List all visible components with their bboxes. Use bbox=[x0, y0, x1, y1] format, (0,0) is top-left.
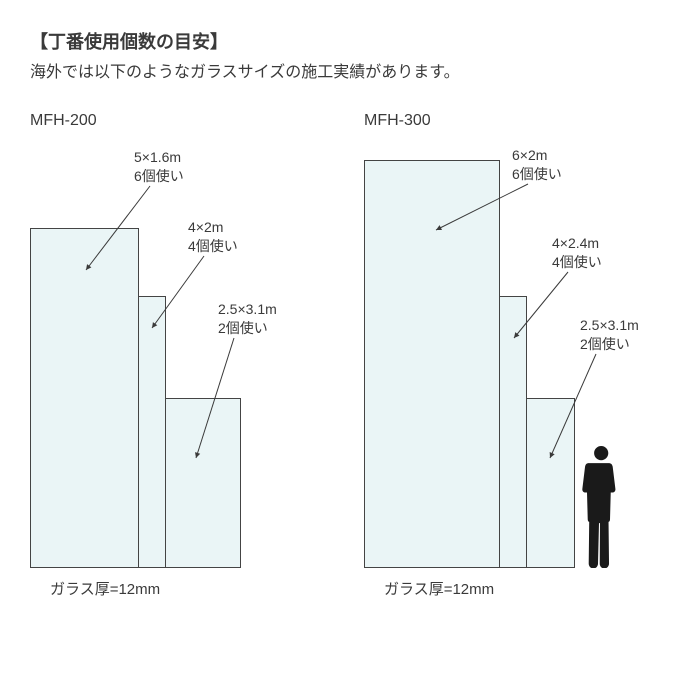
diagram-group: MFH-2005×1.6m6個使い4×2m4個使い2.5×3.1m2個使いガラス… bbox=[30, 112, 320, 599]
callout-usage: 2個使い bbox=[218, 319, 277, 338]
callout-usage: 4個使い bbox=[188, 237, 238, 256]
callout-dimension: 5×1.6m bbox=[134, 148, 184, 167]
panel-callout: 2.5×3.1m2個使い bbox=[218, 300, 277, 338]
panel-callout: 5×1.6m6個使い bbox=[134, 148, 184, 186]
person-silhouette-icon bbox=[581, 446, 621, 568]
page-subtitle: 海外では以下のようなガラスサイズの施工実績があります。 bbox=[30, 58, 670, 82]
panel-callout: 4×2.4m4個使い bbox=[552, 234, 602, 272]
callout-usage: 2個使い bbox=[580, 335, 639, 354]
group-stage: 5×1.6m6個使い4×2m4個使い2.5×3.1m2個使い bbox=[30, 138, 320, 568]
callout-dimension: 2.5×3.1m bbox=[580, 316, 639, 335]
panel-callout: 2.5×3.1m2個使い bbox=[580, 316, 639, 354]
diagram-group: MFH-300 6×2m6個使い 4×2.4m4個使い 2.5×3.1m2個使いガラス… bbox=[364, 112, 654, 599]
callout-usage: 6個使い bbox=[134, 167, 184, 186]
callout-usage: 6個使い bbox=[512, 165, 562, 184]
group-title: MFH-300 bbox=[364, 112, 654, 130]
group-title: MFH-200 bbox=[30, 112, 320, 130]
glass-thickness-label: ガラス厚=12mm bbox=[364, 578, 654, 599]
page-title: 【丁番使用個数の目安】 bbox=[30, 28, 670, 54]
callout-dimension: 4×2.4m bbox=[552, 234, 602, 253]
glass-panel bbox=[364, 160, 500, 568]
callout-usage: 4個使い bbox=[552, 253, 602, 272]
panel-callout: 4×2m4個使い bbox=[188, 218, 238, 256]
glass-thickness-label: ガラス厚=12mm bbox=[30, 578, 320, 599]
panel-callout: 6×2m6個使い bbox=[512, 146, 562, 184]
diagram-groups: MFH-2005×1.6m6個使い4×2m4個使い2.5×3.1m2個使いガラス… bbox=[30, 112, 670, 599]
callout-dimension: 2.5×3.1m bbox=[218, 300, 277, 319]
glass-panel bbox=[30, 228, 139, 568]
callout-dimension: 4×2m bbox=[188, 218, 238, 237]
callout-dimension: 6×2m bbox=[512, 146, 562, 165]
group-stage: 6×2m6個使い 4×2.4m4個使い 2.5×3.1m2個使い bbox=[364, 138, 654, 568]
